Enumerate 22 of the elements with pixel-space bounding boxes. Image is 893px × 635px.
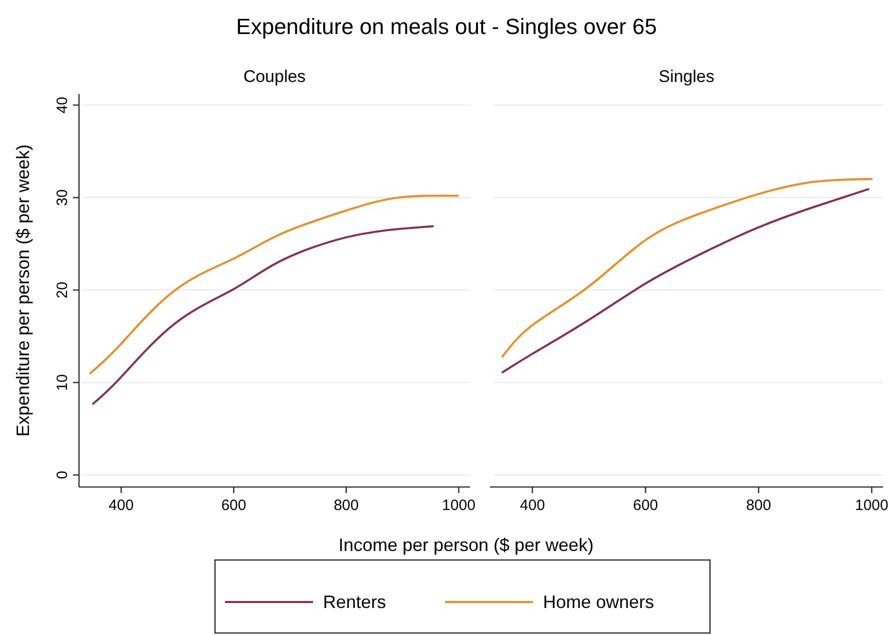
x-tick-label: 600 — [221, 497, 246, 514]
chart-subtitle: Couples — [243, 67, 306, 86]
y-tick-label: 20 — [54, 282, 71, 298]
x-tick-label: 800 — [334, 497, 359, 514]
chart-subtitle: Singles — [658, 67, 714, 86]
x-tick-label: 600 — [632, 497, 658, 514]
x-tick-label: 400 — [520, 497, 545, 514]
y-tick-label: 30 — [54, 189, 71, 206]
line-series — [89, 194, 459, 374]
legend-label: Renters — [323, 592, 386, 612]
y-tick-label: 0 — [54, 470, 71, 480]
legend-label: Home owners — [543, 592, 654, 612]
x-axis-title: Income per person ($ per week) — [338, 535, 594, 555]
x-tick-label: 400 — [108, 497, 134, 514]
y-axis-title: Expenditure per person ($ per week) — [13, 144, 33, 437]
x-tick-label: 1000 — [442, 497, 476, 514]
y-tick-label: 40 — [54, 96, 71, 114]
y-tick-label: 10 — [54, 374, 71, 391]
x-tick-label: 1000 — [855, 497, 888, 514]
chart-title: Expenditure on meals out - Singles over 65 — [236, 14, 657, 39]
x-tick-label: 800 — [746, 497, 772, 514]
line-series — [92, 225, 434, 405]
